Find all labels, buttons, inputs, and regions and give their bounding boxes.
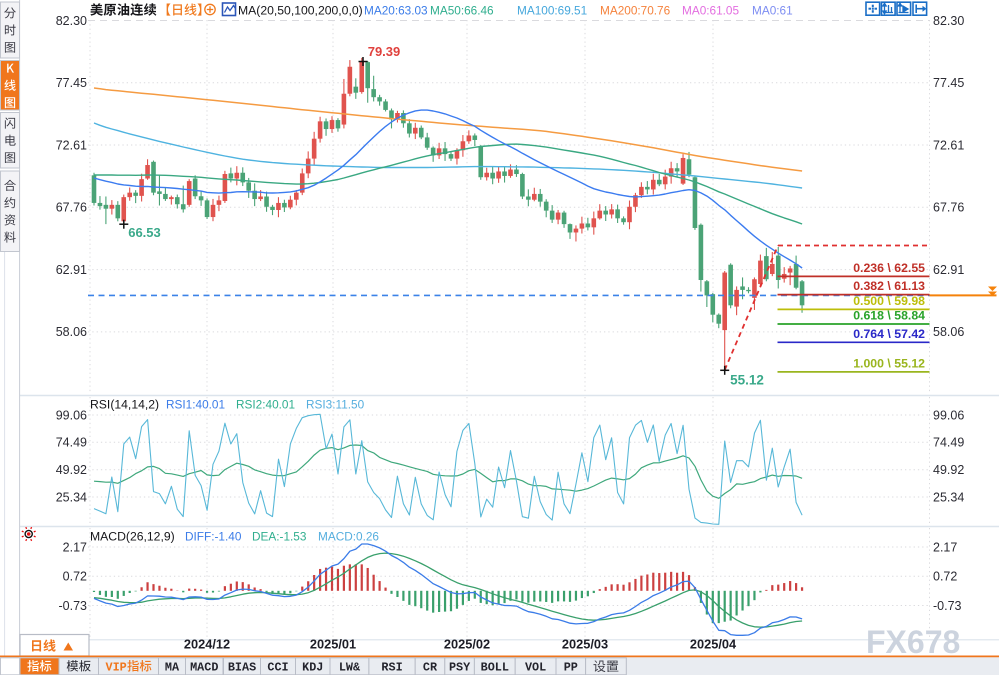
svg-text:2.17: 2.17: [933, 540, 957, 554]
svg-text:0.618 \ 58.84: 0.618 \ 58.84: [853, 309, 925, 323]
svg-text:FX678: FX678: [866, 624, 960, 660]
svg-text:62.91: 62.91: [933, 263, 964, 277]
svg-text:0.72: 0.72: [933, 570, 957, 584]
svg-text:79.39: 79.39: [368, 44, 401, 59]
svg-text:0.382 \ 61.13: 0.382 \ 61.13: [853, 279, 925, 293]
svg-text:MA0:61.05: MA0:61.05: [682, 4, 739, 18]
svg-text:25.34: 25.34: [56, 490, 87, 504]
svg-text:2.17: 2.17: [63, 540, 87, 554]
svg-text:VOL: VOL: [525, 660, 546, 674]
svg-text:55.12: 55.12: [730, 373, 764, 388]
svg-text:49.92: 49.92: [56, 463, 87, 477]
svg-text:MACD: MACD: [190, 660, 218, 674]
svg-text:RSI(14,14,2): RSI(14,14,2): [90, 398, 159, 412]
svg-text:PSY: PSY: [449, 660, 471, 674]
svg-text:1.000 \ 55.12: 1.000 \ 55.12: [853, 356, 925, 370]
svg-text:RSI: RSI: [381, 660, 402, 674]
svg-text:CR: CR: [423, 660, 438, 674]
svg-text:72.61: 72.61: [933, 138, 964, 152]
svg-text:-0.73: -0.73: [933, 599, 962, 613]
svg-text:25.34: 25.34: [933, 490, 964, 504]
svg-text:66.53: 66.53: [128, 225, 161, 240]
svg-text:MA20:63.03: MA20:63.03: [364, 4, 428, 18]
svg-text:82.30: 82.30: [56, 14, 87, 28]
svg-text:MACD:0.26: MACD:0.26: [318, 530, 379, 544]
svg-text:99.06: 99.06: [933, 408, 964, 422]
svg-text:82.30: 82.30: [933, 14, 964, 28]
svg-text:2025/03: 2025/03: [562, 637, 608, 652]
svg-text:MA50:66.46: MA50:66.46: [430, 4, 494, 18]
svg-text:DIFF:-1.40: DIFF:-1.40: [185, 530, 242, 544]
svg-text:BOLL: BOLL: [481, 660, 509, 674]
svg-text:MA0:61: MA0:61: [752, 4, 793, 18]
svg-text:MA100:69.51: MA100:69.51: [517, 4, 587, 18]
svg-text:49.92: 49.92: [933, 463, 964, 477]
svg-text:0.764 \ 57.42: 0.764 \ 57.42: [853, 327, 925, 341]
svg-text:2025/02: 2025/02: [444, 637, 490, 652]
svg-text:74.49: 74.49: [56, 436, 87, 450]
svg-text:MA200:70.76: MA200:70.76: [600, 4, 671, 18]
svg-text:KDJ: KDJ: [302, 660, 323, 674]
svg-text:DEA:-1.53: DEA:-1.53: [252, 530, 307, 544]
svg-text:VIP: VIP: [106, 661, 127, 675]
svg-text:MA(20,50,100,200,0,0): MA(20,50,100,200,0,0): [238, 4, 363, 18]
svg-text:BIAS: BIAS: [228, 660, 256, 674]
svg-text:2025/01: 2025/01: [310, 637, 356, 652]
svg-text:RSI3:11.50: RSI3:11.50: [306, 398, 365, 412]
svg-text:77.45: 77.45: [933, 76, 964, 90]
svg-text:58.06: 58.06: [56, 325, 87, 339]
svg-text:MA: MA: [165, 660, 180, 674]
svg-text:62.91: 62.91: [56, 263, 87, 277]
svg-text:0.72: 0.72: [63, 570, 87, 584]
svg-text:99.06: 99.06: [56, 408, 87, 422]
svg-text:RSI2:40.01: RSI2:40.01: [236, 398, 295, 412]
svg-text:LW&: LW&: [339, 660, 361, 674]
svg-text:RSI1:40.01: RSI1:40.01: [166, 398, 225, 412]
svg-text:CCI: CCI: [267, 660, 288, 674]
svg-text:0.236 \ 62.55: 0.236 \ 62.55: [853, 261, 925, 275]
svg-text:MACD(26,12,9): MACD(26,12,9): [90, 530, 175, 544]
svg-text:72.61: 72.61: [56, 138, 87, 152]
svg-text:77.45: 77.45: [56, 76, 87, 90]
svg-text:67.76: 67.76: [56, 201, 87, 215]
svg-text:2025/04: 2025/04: [690, 637, 737, 652]
svg-text:-0.73: -0.73: [59, 599, 88, 613]
svg-text:2024/12: 2024/12: [184, 637, 230, 652]
svg-text:74.49: 74.49: [933, 436, 964, 450]
svg-text:PP: PP: [564, 660, 578, 674]
svg-text:0.500 \ 59.98: 0.500 \ 59.98: [853, 294, 925, 308]
svg-text:58.06: 58.06: [933, 325, 964, 339]
svg-text:67.76: 67.76: [933, 201, 964, 215]
